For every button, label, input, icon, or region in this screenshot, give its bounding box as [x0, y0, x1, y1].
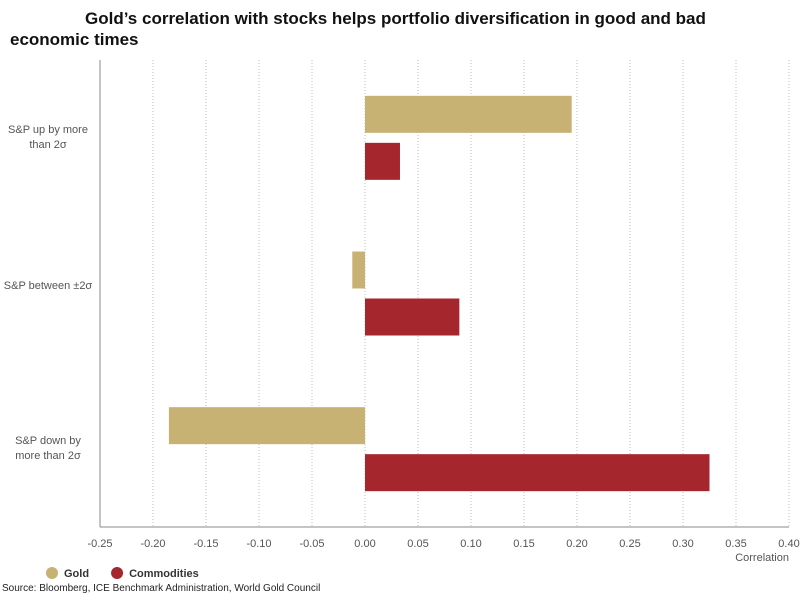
y-tick-label: S&P down by more than 2σ — [15, 435, 81, 463]
x-tick-label: 0.40 — [778, 538, 799, 550]
x-tick-label: -0.20 — [140, 538, 165, 550]
x-axis-label: Correlation — [735, 552, 789, 564]
x-tick-label: -0.05 — [299, 538, 324, 550]
bar — [352, 251, 365, 289]
x-tick-label: 0.35 — [725, 538, 746, 550]
chart-title: Gold’s correlation with stocks helps por… — [10, 9, 706, 49]
legend-label: Gold — [64, 568, 89, 580]
x-tick-label: -0.10 — [246, 538, 271, 550]
bar — [168, 407, 365, 445]
x-tick-label: -0.25 — [87, 538, 112, 550]
y-tick-label: S&P between ±2σ — [3, 279, 93, 292]
x-tick-label: 0.10 — [460, 538, 481, 550]
x-tick-label: 0.15 — [513, 538, 534, 550]
bar — [365, 142, 400, 180]
bar — [365, 298, 460, 336]
x-tick-label: 0.30 — [672, 538, 693, 550]
legend-label: Commodities — [129, 568, 199, 580]
bar — [365, 454, 710, 492]
x-tick-label: -0.15 — [193, 538, 218, 550]
bar — [365, 95, 572, 133]
legend-marker — [46, 567, 58, 579]
source: Source: Bloomberg, ICE Benchmark Adminis… — [2, 583, 321, 594]
x-tick-label: 0.20 — [566, 538, 587, 550]
x-tick-label: 0.25 — [619, 538, 640, 550]
x-tick-label: 0.00 — [354, 538, 375, 550]
legend-marker — [111, 567, 124, 579]
x-tick-label: 0.05 — [407, 538, 428, 550]
y-tick-label: S&P up by more than 2σ — [8, 123, 88, 151]
